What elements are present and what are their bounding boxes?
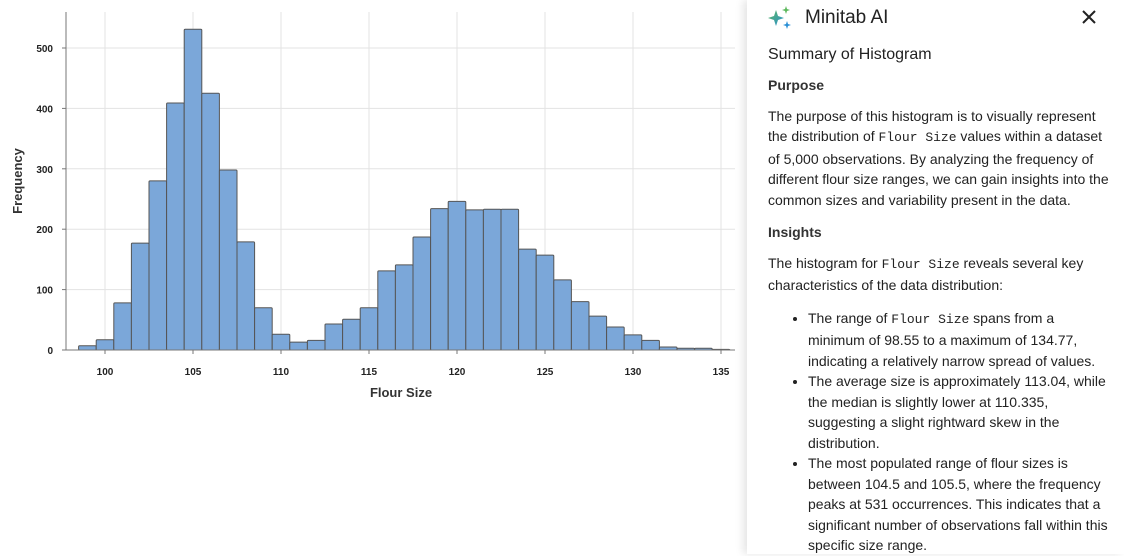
histogram-bar — [518, 248, 537, 351]
histogram-bar — [113, 302, 132, 351]
summary-title: Summary of Histogram — [768, 46, 932, 63]
histogram-bar — [130, 242, 150, 351]
histogram-bar — [553, 279, 572, 351]
histogram-bar — [289, 341, 308, 351]
histogram-bar — [394, 264, 414, 351]
histogram-bar — [482, 208, 502, 351]
y-tick-label: 0 — [47, 346, 53, 357]
histogram-bar — [166, 102, 185, 351]
histogram-bar — [641, 339, 660, 351]
close-icon[interactable] — [1078, 6, 1100, 28]
sparkle-icon — [768, 6, 791, 29]
histogram-bar — [412, 236, 432, 351]
axes: 0 100 200 300 400 500 100 105 110 115 120 125 130 135 — [36, 12, 735, 378]
x-axis-label: Flour Size — [370, 385, 432, 400]
histogram-bar — [465, 209, 484, 351]
histogram-bar — [324, 323, 344, 351]
histogram-bar — [377, 270, 396, 351]
x-tick-label: 135 — [713, 367, 730, 378]
insight-item: The average size is approximately 113.04… — [808, 371, 1113, 453]
y-tick-label: 500 — [36, 44, 53, 55]
y-tick-label: 300 — [36, 165, 53, 176]
histogram-bars — [78, 28, 731, 351]
x-tick-label: 120 — [449, 367, 466, 378]
histogram-bar — [500, 208, 520, 351]
y-axis-label: Frequency — [10, 147, 25, 214]
histogram-bar — [271, 333, 291, 351]
histogram-bar — [183, 28, 203, 351]
panel-title: Minitab AI — [805, 7, 889, 28]
x-tick-label: 100 — [97, 367, 114, 378]
x-tick-label: 115 — [361, 367, 378, 378]
histogram-bar — [623, 334, 643, 351]
purpose-text: The purpose of this histogram is to visu… — [768, 107, 1109, 208]
histogram-bar — [447, 200, 467, 351]
y-tick-label: 400 — [36, 104, 53, 115]
histogram-bar — [201, 92, 220, 351]
insights-heading: Insights — [768, 224, 822, 240]
x-tick-label: 125 — [537, 367, 554, 378]
purpose-heading: Purpose — [768, 77, 825, 93]
histogram-bar — [236, 241, 256, 351]
y-tick-label: 200 — [36, 225, 53, 236]
histogram-bar — [359, 307, 379, 351]
x-tick-label: 130 — [625, 367, 642, 378]
minitab-ai-panel: Minitab AI Summary of Histogram Purpose … — [747, 0, 1124, 554]
histogram-bar — [218, 169, 238, 351]
histogram-bar — [606, 326, 625, 351]
histogram-bar — [148, 180, 168, 351]
insights-intro: The histogram for Flour Size reveals sev… — [768, 254, 1084, 294]
histogram-bar — [430, 208, 449, 351]
x-tick-label: 110 — [273, 367, 290, 378]
histogram-bar — [342, 318, 361, 351]
histogram-chart: 0 100 200 300 400 500 100 105 110 115 120 125 130 135… — [10, 12, 735, 400]
panel-header: Minitab AI — [767, 4, 888, 32]
histogram-bar — [535, 254, 555, 351]
insight-item: The range of Flour Size spans from a min… — [808, 308, 1113, 372]
x-tick-label: 105 — [185, 367, 202, 378]
insights-list: The range of Flour Size spans from a min… — [768, 308, 1113, 556]
y-tick-label: 100 — [36, 286, 53, 297]
summary-content: Summary of Histogram Purpose The purpose… — [768, 44, 1113, 556]
histogram-bar — [254, 307, 273, 351]
histogram-bar — [78, 345, 97, 351]
histogram-bar — [570, 301, 590, 351]
insight-item: The most populated range of flour sizes … — [808, 453, 1113, 556]
histogram-bar — [306, 339, 326, 351]
histogram-bar — [588, 315, 608, 351]
histogram-bar — [95, 339, 115, 351]
